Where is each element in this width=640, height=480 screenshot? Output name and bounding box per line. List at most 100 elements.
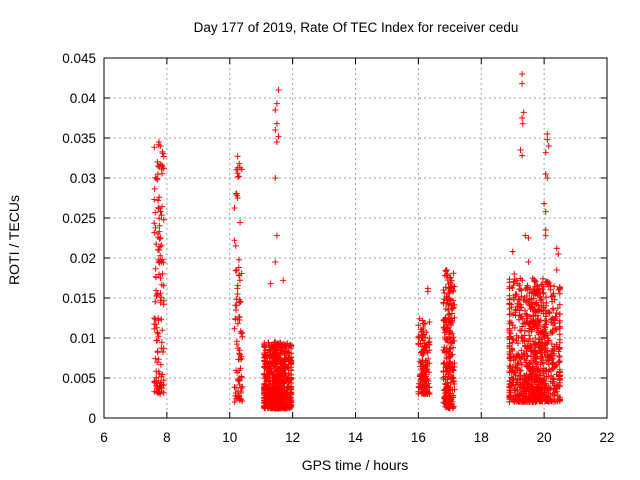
data-point — [151, 229, 158, 236]
data-point — [506, 342, 513, 349]
data-point — [447, 283, 454, 290]
data-point — [553, 245, 560, 252]
data-point — [415, 380, 422, 387]
data-point — [151, 388, 158, 395]
data-point — [158, 294, 165, 301]
data-point — [156, 205, 162, 212]
data-point — [272, 175, 279, 181]
data-point — [506, 393, 513, 400]
data-point — [261, 341, 268, 348]
x-tick-label: 18 — [474, 430, 489, 445]
data-point — [239, 329, 246, 336]
data-point — [231, 237, 238, 244]
y-tick-label: 0.02 — [70, 251, 96, 266]
data-point — [440, 347, 447, 354]
data-point — [238, 166, 245, 173]
data-point — [232, 267, 239, 274]
y-tick-label: 0.005 — [62, 371, 96, 386]
data-point — [547, 390, 554, 397]
data-point — [265, 392, 272, 399]
data-point — [525, 259, 532, 265]
data-point — [261, 350, 268, 356]
data-point — [540, 290, 547, 297]
data-point — [446, 367, 453, 374]
data-point — [546, 366, 553, 373]
data-point — [556, 301, 563, 308]
data-point — [234, 282, 241, 289]
data-point — [272, 127, 279, 133]
data-point — [529, 369, 535, 376]
data-point — [441, 344, 448, 351]
data-point — [542, 227, 549, 233]
data-point — [426, 369, 433, 376]
data-point — [519, 277, 526, 284]
data-point — [515, 360, 522, 367]
data-point — [422, 334, 428, 341]
data-point — [152, 316, 159, 322]
data-point — [525, 235, 532, 241]
data-point — [234, 153, 241, 160]
data-point — [159, 270, 166, 277]
x-tick-label: 16 — [411, 430, 426, 445]
data-point — [451, 359, 458, 366]
data-point — [540, 357, 547, 364]
data-point — [511, 271, 518, 277]
data-point — [524, 286, 531, 293]
data-point — [531, 278, 538, 285]
data-point — [155, 330, 162, 337]
data-point — [441, 359, 448, 366]
data-point — [530, 338, 536, 345]
data-point — [155, 204, 162, 211]
data-point — [553, 310, 560, 316]
data-point — [533, 356, 540, 363]
data-point — [543, 373, 550, 380]
x-tick-label: 22 — [599, 430, 614, 445]
data-point — [157, 235, 164, 241]
data-point — [267, 402, 274, 409]
data-point — [160, 153, 167, 160]
data-point — [236, 173, 242, 180]
data-point — [556, 317, 563, 324]
data-point — [288, 391, 295, 398]
data-point — [441, 329, 448, 336]
data-point — [261, 358, 268, 365]
data-point — [277, 344, 284, 351]
data-point — [233, 191, 239, 197]
data-point — [518, 328, 525, 334]
data-point — [235, 356, 242, 363]
data-point — [261, 386, 268, 393]
data-point — [275, 87, 282, 93]
y-axis-label: ROTI / TECUs — [6, 195, 22, 285]
data-point — [512, 365, 519, 371]
data-point — [509, 345, 516, 352]
data-point — [157, 252, 164, 259]
data-point — [515, 340, 521, 347]
data-point — [512, 292, 519, 299]
data-point — [541, 200, 548, 207]
data-point — [156, 247, 162, 253]
data-point — [523, 396, 530, 403]
data-point — [552, 389, 559, 396]
data-point — [266, 400, 273, 407]
data-point — [237, 328, 244, 335]
data-point — [261, 404, 268, 411]
data-point — [238, 355, 245, 362]
data-point — [154, 176, 161, 183]
data-point — [556, 358, 563, 364]
data-point — [449, 386, 456, 393]
data-point — [415, 341, 422, 348]
data-point — [159, 256, 166, 263]
data-point — [508, 310, 514, 317]
data-point — [514, 303, 521, 310]
data-point — [234, 170, 241, 177]
data-point — [537, 361, 544, 368]
data-point — [506, 296, 513, 302]
data-point — [443, 355, 450, 362]
data-point — [514, 280, 521, 287]
data-point — [288, 371, 295, 378]
data-point — [231, 325, 238, 332]
data-point — [537, 349, 544, 356]
data-point — [451, 337, 458, 344]
data-point — [508, 319, 514, 326]
data-point — [271, 395, 278, 402]
